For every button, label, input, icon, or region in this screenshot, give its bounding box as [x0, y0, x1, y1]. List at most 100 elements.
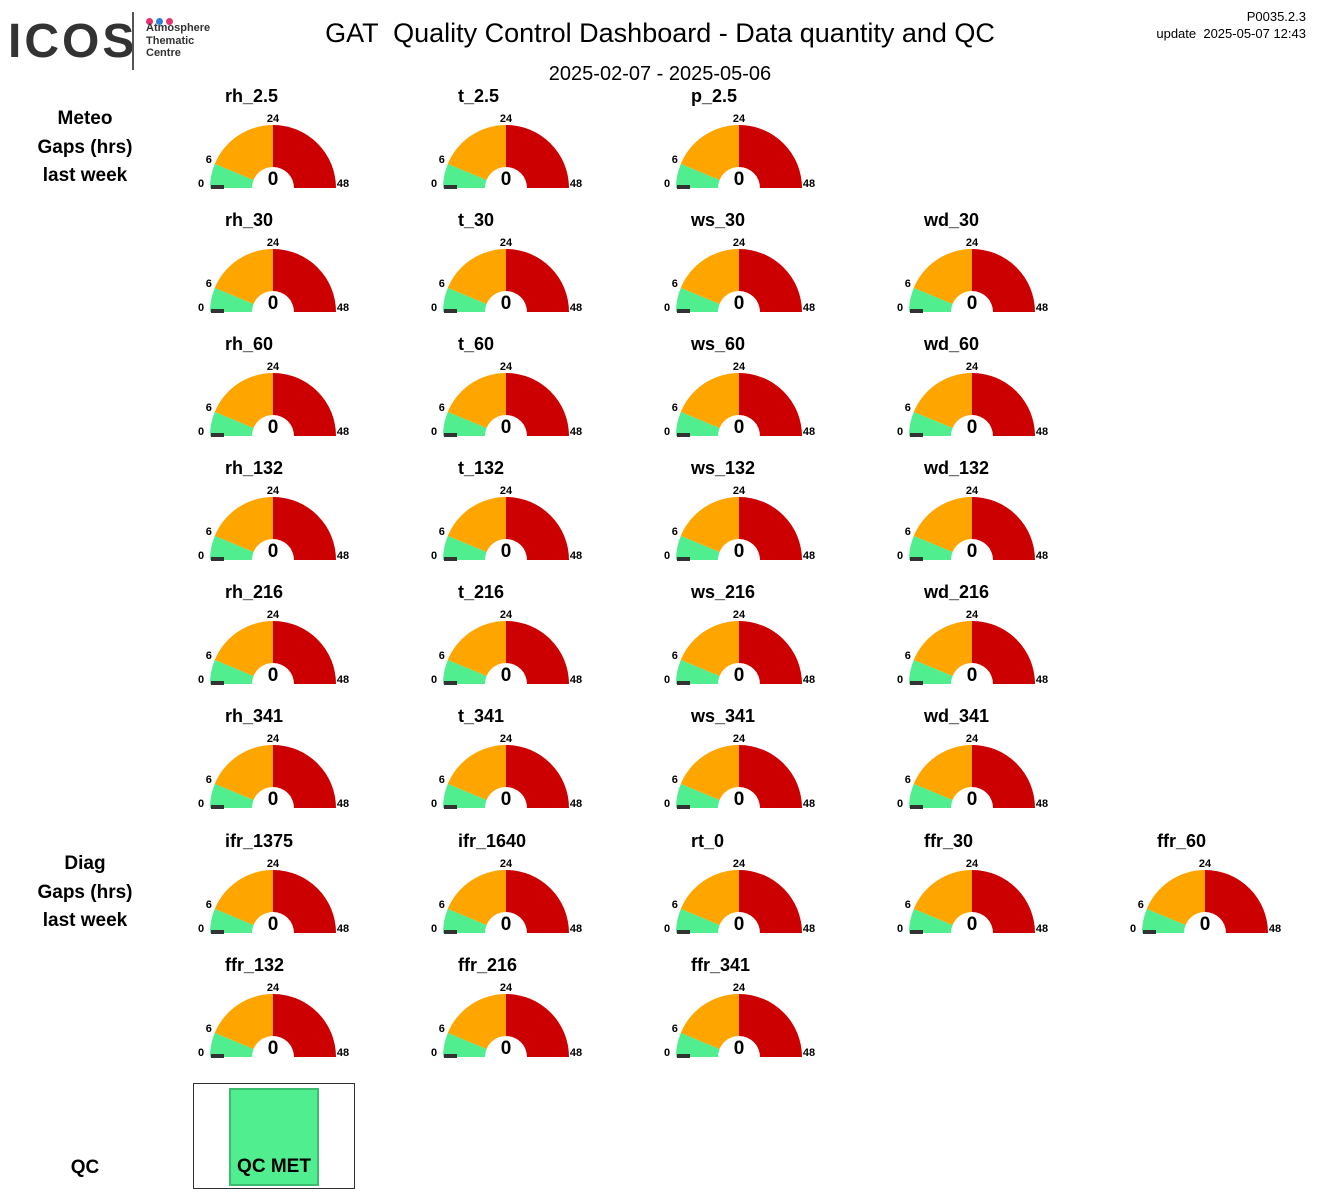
gauge-tick-mid: 24 — [267, 361, 280, 373]
gauge-tick-max: 48 — [1036, 426, 1048, 438]
gauge-tick-low: 6 — [672, 899, 678, 911]
gauge-ffr_216: ffr_216 0 6 24 48 0 — [426, 955, 606, 1073]
gauge-band-mid — [214, 621, 273, 676]
gauge-tick-max: 48 — [570, 923, 582, 935]
gauge-band-high — [739, 125, 802, 188]
gauge-tick-max: 48 — [803, 178, 815, 190]
gauge-tick-min: 0 — [664, 1047, 670, 1059]
gauge-t_216: t_216 0 6 24 48 0 — [426, 582, 606, 700]
gauge-tick-min: 0 — [664, 923, 670, 935]
gauge-value: 0 — [734, 1038, 745, 1059]
gauge-tick-mid: 24 — [500, 485, 513, 497]
gauge-band-low — [210, 163, 254, 188]
gauge-title: wd_216 — [924, 582, 990, 602]
qc-status-box: QC MET — [193, 1083, 355, 1189]
gauge-value: 0 — [734, 914, 745, 935]
gauge-title: ffr_216 — [458, 955, 518, 975]
gauge-tick-low: 6 — [672, 154, 678, 166]
gauge-title: t_2.5 — [458, 86, 500, 106]
gauge-tick-low: 6 — [439, 1023, 445, 1035]
gauge-band-low — [443, 908, 487, 933]
gauge-tick-max: 48 — [570, 674, 582, 686]
gauge-tick-max: 48 — [337, 426, 349, 438]
gauge-band-mid — [680, 373, 739, 428]
gauge-band-high — [506, 373, 569, 436]
gauge-tick-max: 48 — [570, 302, 582, 314]
section-line: Diag — [64, 853, 106, 874]
gauge-tick-min: 0 — [897, 302, 903, 314]
gauge-tick-min: 0 — [198, 674, 204, 686]
gauge-title: rh_216 — [225, 582, 284, 602]
gauge-band-low — [443, 659, 487, 684]
gauge-band-low — [443, 163, 487, 188]
gauge-value: 0 — [268, 169, 279, 190]
gauge-tick-max: 48 — [1036, 674, 1048, 686]
gauge-band-high — [506, 870, 569, 933]
gauge-tick-low: 6 — [905, 278, 911, 290]
gauge-tick-max: 48 — [570, 798, 582, 810]
section-line: Meteo — [57, 108, 113, 129]
gauge-ws_341: ws_341 0 6 24 48 0 — [659, 706, 839, 824]
gauge-t_132: t_132 0 6 24 48 0 — [426, 458, 606, 576]
page-title-text: GAT Quality Control Dashboard - Data qua… — [325, 18, 995, 48]
gauge-value: 0 — [734, 541, 745, 562]
gauge-title: ws_30 — [691, 210, 746, 230]
gauge-tick-max: 48 — [1269, 923, 1281, 935]
gauge-tick-max: 48 — [803, 550, 815, 562]
gauge-band-low — [676, 783, 720, 808]
gauge-band-mid — [1146, 870, 1205, 925]
gauge-band-mid — [913, 870, 972, 925]
gauge-tick-min: 0 — [664, 550, 670, 562]
gauge-band-high — [273, 249, 336, 312]
gauge-tick-mid: 24 — [500, 733, 513, 745]
gauge-tick-low: 6 — [672, 526, 678, 538]
gauge-tick-mid: 24 — [500, 361, 513, 373]
gauge-tick-low: 6 — [439, 650, 445, 662]
gauge-tick-min: 0 — [1130, 923, 1136, 935]
gauge-value: 0 — [501, 169, 512, 190]
gauge-tick-min: 0 — [897, 923, 903, 935]
gauge-band-mid — [680, 870, 739, 925]
gauge-band-low — [443, 1032, 487, 1057]
logo-text: ICOS — [8, 15, 138, 68]
gauge-band-low — [676, 908, 720, 933]
gauge-tick-low: 6 — [672, 402, 678, 414]
gauge-tick-min: 0 — [897, 426, 903, 438]
gauge-tick-min: 0 — [198, 302, 204, 314]
gauge-value: 0 — [268, 293, 279, 314]
gauge-band-high — [739, 870, 802, 933]
gauge-title: wd_132 — [924, 458, 990, 478]
gauge-band-high — [739, 497, 802, 560]
logo-subtitle: Atmosphere Thematic Centre — [146, 22, 236, 60]
gauge-tick-low: 6 — [206, 899, 212, 911]
gauge-band-low — [210, 535, 254, 560]
gauge-t_60: t_60 0 6 24 48 0 — [426, 334, 606, 452]
gauge-tick-low: 6 — [206, 526, 212, 538]
gauge-band-low — [443, 411, 487, 436]
gauge-tick-mid: 24 — [267, 858, 280, 870]
gauge-tick-low: 6 — [439, 899, 445, 911]
gauge-tick-low: 6 — [206, 774, 212, 786]
gauge-band-high — [739, 745, 802, 808]
gauge-value: 0 — [967, 541, 978, 562]
section-line: Gaps (hrs) — [37, 136, 133, 158]
gauge-tick-low: 6 — [206, 402, 212, 414]
gauge-tick-min: 0 — [431, 426, 437, 438]
gauge-band-mid — [913, 373, 972, 428]
gauge-rh_132: rh_132 0 6 24 48 0 — [193, 458, 373, 576]
gauge-tick-low: 6 — [206, 650, 212, 662]
gauge-band-low — [676, 163, 720, 188]
qc-status-label: QC MET — [237, 1156, 311, 1177]
page-title: GAT Quality Control Dashboard - Data qua… — [0, 17, 1320, 49]
logo-dot — [156, 18, 163, 25]
gauge-tick-min: 0 — [664, 302, 670, 314]
gauge-band-low — [210, 287, 254, 312]
gauge-tick-mid: 24 — [733, 609, 746, 621]
gauge-tick-max: 48 — [570, 550, 582, 562]
gauge-tick-min: 0 — [431, 798, 437, 810]
